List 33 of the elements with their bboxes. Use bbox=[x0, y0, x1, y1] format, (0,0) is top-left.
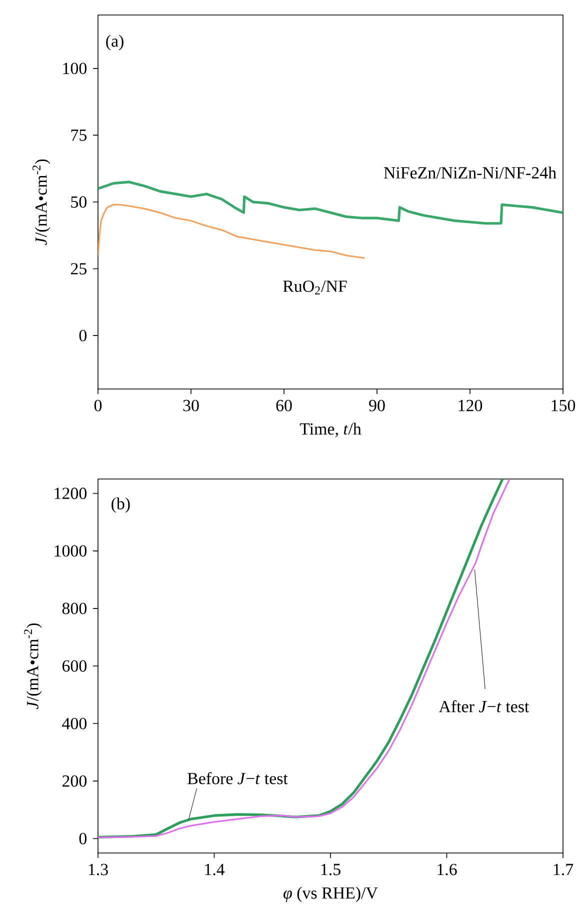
x-tick-label: 1.3 bbox=[88, 864, 108, 876]
x-axis-title: Time, t/h bbox=[300, 422, 362, 438]
annotation: (b) bbox=[112, 497, 130, 513]
series-label: RuO$_{2}$/NF bbox=[283, 280, 347, 294]
x-tick-label: 1.6 bbox=[438, 864, 457, 876]
y-tick-label: 75 bbox=[71, 130, 86, 141]
y-tick-label: 25 bbox=[70, 263, 86, 274]
y-tick-label: 50 bbox=[71, 196, 87, 208]
y-tick-label: 1200 bbox=[54, 488, 87, 500]
series-label: Before J−t test bbox=[188, 772, 288, 784]
x-tick-label: 30 bbox=[183, 400, 199, 412]
x-tick-label: 1.5 bbox=[321, 864, 340, 876]
y-tick-label: 0 bbox=[79, 832, 87, 844]
y-tick-label: 100 bbox=[63, 62, 87, 74]
annotation: (a) bbox=[106, 34, 124, 50]
y-tick-label: 200 bbox=[62, 775, 87, 787]
series-label: NiFeZn/NiZn-Ni/NF-24h bbox=[384, 166, 556, 179]
y-tick-label: 800 bbox=[62, 602, 87, 614]
x-tick-label: 0 bbox=[94, 400, 102, 412]
y-tick-label: 600 bbox=[62, 660, 87, 672]
x-axis-title: φ (vs RHE)/V bbox=[284, 886, 378, 902]
x-tick-label: 90 bbox=[369, 400, 385, 412]
series-label: After J−t test bbox=[438, 700, 530, 712]
y-tick-label: 0 bbox=[79, 330, 87, 342]
y-tick-label: 1000 bbox=[54, 545, 87, 557]
x-tick-label: 60 bbox=[276, 400, 292, 412]
x-tick-label: 1.7 bbox=[554, 864, 574, 876]
y-axis-title: J/(mA•cm$^{-2}$) bbox=[24, 623, 42, 710]
y-tick-label: 400 bbox=[62, 718, 87, 730]
y-axis-title: J/(mA•cm$^{-2}$) bbox=[32, 159, 50, 246]
x-tick-label: 120 bbox=[458, 400, 482, 412]
x-tick-label: 150 bbox=[552, 400, 576, 412]
x-tick-label: 1.4 bbox=[205, 864, 225, 876]
